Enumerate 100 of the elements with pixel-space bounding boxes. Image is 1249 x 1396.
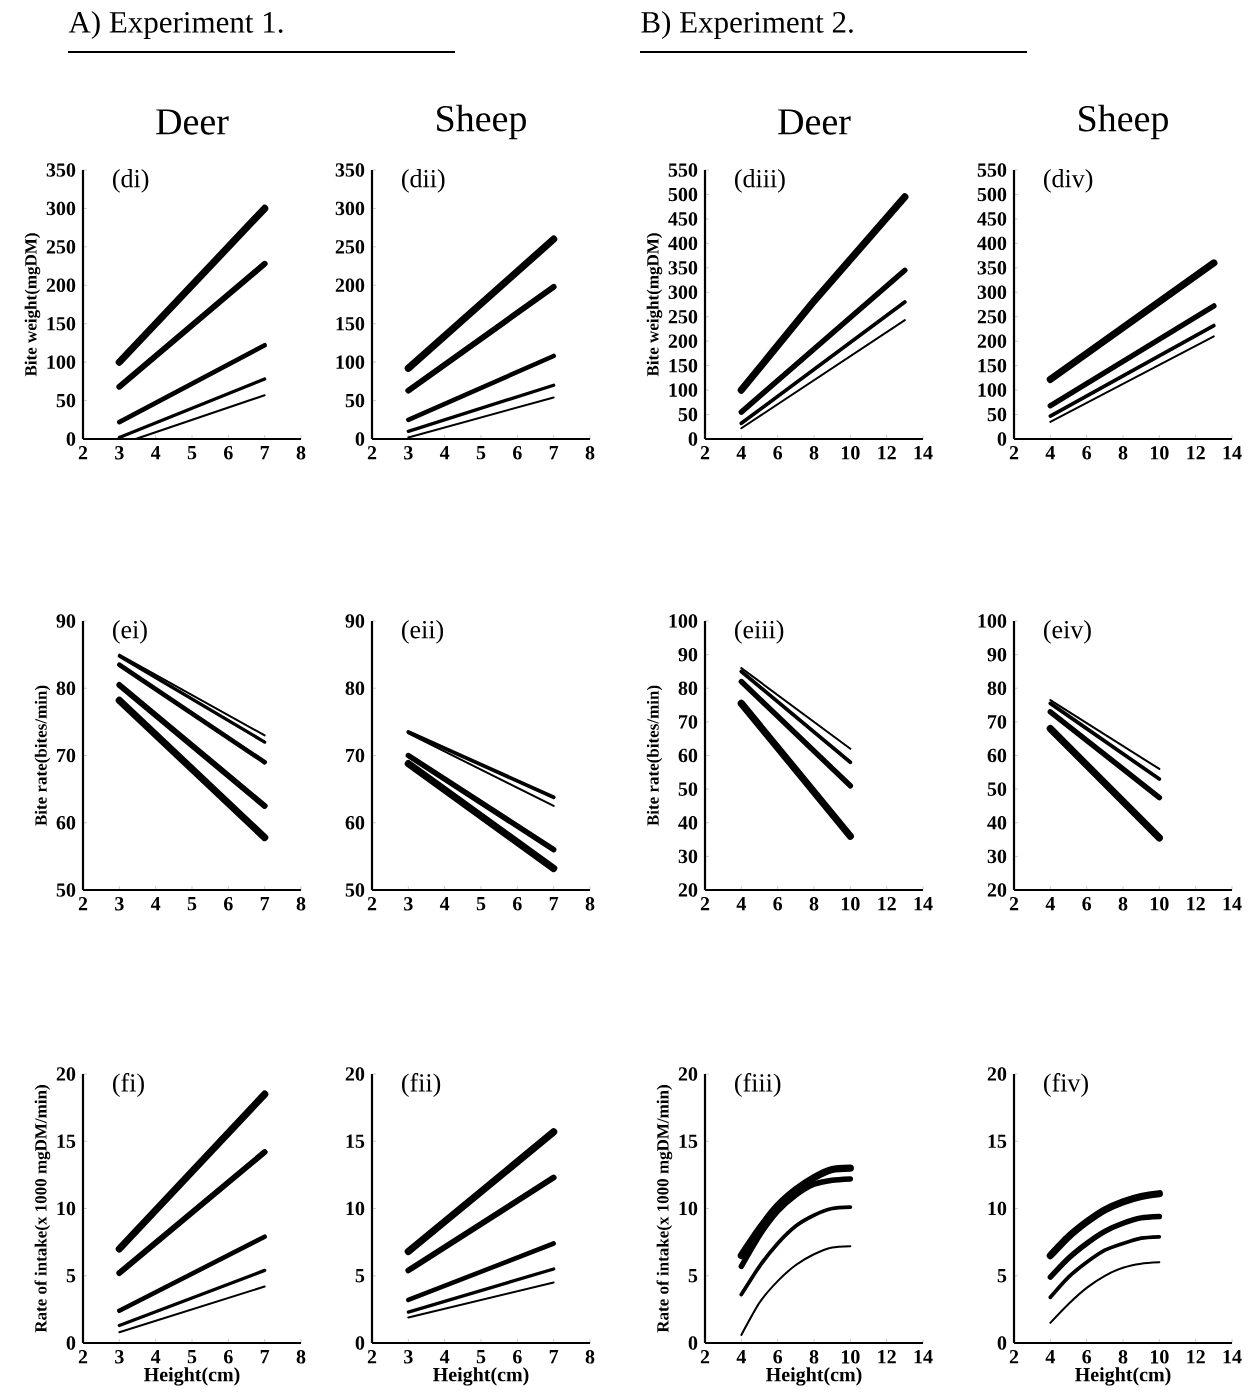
y-axis-title: Bite rate(bites/min) — [34, 685, 51, 826]
y-axis-title: Rate of intake(x 1000 mgDM/min) — [34, 1085, 51, 1333]
x-tick-label: 5 — [187, 897, 197, 911]
x-tick-label: 14 — [914, 1350, 933, 1364]
y-tick-label: 10 — [346, 1201, 365, 1216]
y-tick-label: 550 — [977, 163, 1007, 177]
y-tick-label: 0 — [997, 1336, 1007, 1350]
x-tick-label: 12 — [1187, 446, 1205, 460]
text: A) Experiment 1. — [68, 10, 283, 40]
x-tick-label: 3 — [404, 897, 413, 911]
y-tick-label: 50 — [678, 782, 698, 796]
x-tick-label: 6 — [773, 446, 783, 460]
x-tick-label: 8 — [1118, 446, 1128, 460]
y-tick-label: 0 — [355, 432, 365, 446]
y-tick-label: 100 — [669, 614, 698, 628]
y-tick-label: 60 — [987, 748, 1007, 763]
y-tick-label: 350 — [46, 163, 76, 177]
y-tick-label: 400 — [668, 236, 698, 251]
x-tick-label: 6 — [513, 446, 522, 460]
y-tick-label: 250 — [335, 240, 365, 254]
y-tick-label: 300 — [977, 285, 1007, 300]
chart-title: (eiv) — [1044, 620, 1091, 644]
y-tick-label: 200 — [46, 278, 76, 293]
chart-title: (di) — [112, 169, 149, 193]
x-tick-label: 6 — [1082, 1350, 1092, 1364]
y-tick-label: 20 — [678, 1067, 698, 1081]
y-tick-label: 0 — [66, 432, 76, 446]
y-axis-title: Rate of intake(x 1000 mgDM/min) — [656, 1085, 673, 1333]
x-tick-label: 6 — [1082, 897, 1092, 911]
x-tick-label: 4 — [736, 446, 746, 460]
y-tick-label: 20 — [987, 883, 1007, 897]
y-tick-label: 40 — [678, 816, 698, 830]
y-tick-label: 350 — [668, 261, 698, 275]
y-tick-label: 15 — [346, 1134, 365, 1148]
x-tick-label: 12 — [878, 897, 896, 911]
y-tick-label: 300 — [335, 201, 365, 216]
x-tick-label: 8 — [585, 897, 595, 911]
y-tick-label: 50 — [56, 883, 76, 897]
x-tick-label: 8 — [809, 897, 819, 911]
x-tick-label: 8 — [809, 1350, 819, 1364]
y-tick-label: 50 — [987, 782, 1007, 796]
y-tick-label: 90 — [987, 647, 1007, 662]
y-tick-label: 150 — [336, 316, 365, 331]
x-tick-label: 14 — [1223, 446, 1242, 460]
y-tick-label: 100 — [47, 355, 76, 369]
y-tick-label: 70 — [988, 715, 1007, 729]
y-tick-label: 200 — [977, 334, 1007, 348]
x-tick-label: 4 — [439, 897, 450, 911]
x-tick-label: 6 — [773, 897, 783, 911]
y-tick-label: 20 — [987, 1067, 1007, 1081]
x-tick-label: 3 — [404, 1350, 413, 1364]
y-axis-title: Bite rate(bites/min) — [646, 685, 663, 826]
y-tick-label: 350 — [977, 261, 1007, 275]
chart-title: (diii) — [735, 169, 785, 193]
y-tick-label: 80 — [678, 681, 698, 695]
y-tick-label: 150 — [47, 316, 76, 331]
y-tick-label: 90 — [678, 647, 698, 662]
y-tick-label: 100 — [336, 355, 365, 369]
x-tick-label: 2 — [78, 897, 88, 911]
y-tick-label: 150 — [669, 358, 698, 373]
y-tick-label: 10 — [988, 1201, 1007, 1216]
x-tick-label: 8 — [296, 446, 306, 460]
x-tick-label: 4 — [150, 897, 161, 911]
x-tick-label: 12 — [1187, 897, 1205, 911]
x-tick-label: 6 — [513, 1350, 522, 1364]
x-tick-label: 3 — [404, 446, 413, 460]
chart-title: (eii) — [402, 620, 444, 644]
x-tick-label: 4 — [150, 446, 161, 460]
y-tick-label: 0 — [66, 1336, 76, 1350]
y-tick-label: 150 — [978, 358, 1007, 373]
x-tick-label: 2 — [78, 1350, 88, 1364]
y-tick-label: 70 — [346, 748, 365, 763]
x-tick-label: 8 — [585, 1350, 595, 1364]
x-tick-label: 8 — [809, 446, 819, 460]
y-axis-title: Bite weight(mgDM) — [646, 233, 663, 377]
chart-title: (eiii) — [735, 620, 784, 644]
x-tick-label: 4 — [1045, 1350, 1055, 1364]
chart-title: (fii) — [402, 1073, 441, 1097]
y-tick-label: 30 — [678, 849, 698, 864]
y-tick-label: 70 — [679, 715, 698, 729]
x-axis-title: Height(cm) — [433, 1367, 529, 1386]
y-axis-title: Bite weight(mgDM) — [24, 233, 41, 377]
x-tick-label: 8 — [585, 446, 595, 460]
y-tick-label: 30 — [987, 849, 1007, 864]
y-tick-label: 20 — [678, 883, 698, 897]
x-tick-label: 12 — [878, 1350, 896, 1364]
x-tick-label: 10 — [1150, 1350, 1169, 1364]
x-tick-label: 4 — [439, 1350, 450, 1364]
x-tick-label: 8 — [296, 897, 306, 911]
y-tick-label: 5 — [688, 1269, 698, 1283]
x-axis-title: Height(cm) — [144, 1367, 240, 1386]
y-tick-label: 50 — [345, 883, 365, 897]
chart-subtitle: Deer — [156, 109, 229, 135]
y-tick-label: 0 — [997, 432, 1007, 446]
x-tick-label: 10 — [1150, 897, 1169, 911]
x-tick-label: 7 — [260, 446, 270, 460]
x-tick-label: 2 — [700, 446, 710, 460]
x-tick-label: 10 — [841, 1350, 860, 1364]
x-tick-label: 4 — [736, 897, 746, 911]
y-tick-label: 50 — [56, 393, 76, 408]
